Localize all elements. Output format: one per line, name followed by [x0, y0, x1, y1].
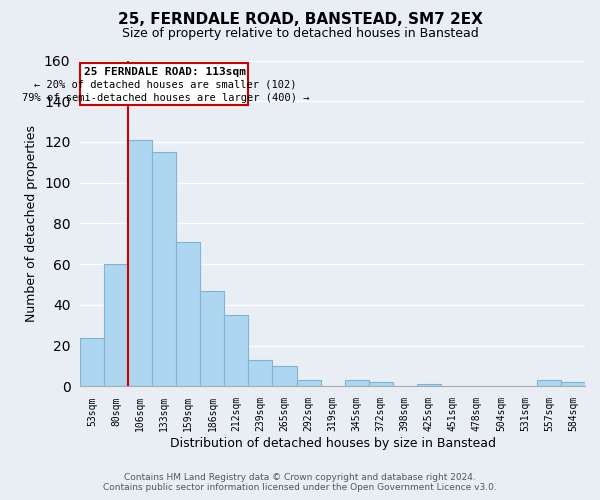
Bar	[537, 380, 561, 386]
Bar	[176, 242, 200, 386]
Bar	[417, 384, 441, 386]
Bar	[368, 382, 392, 386]
FancyBboxPatch shape	[80, 62, 248, 106]
Text: Size of property relative to detached houses in Banstead: Size of property relative to detached ho…	[122, 28, 478, 40]
Bar	[152, 152, 176, 386]
Text: Contains HM Land Registry data © Crown copyright and database right 2024.
Contai: Contains HM Land Registry data © Crown c…	[103, 473, 497, 492]
Bar	[344, 380, 368, 386]
Bar	[128, 140, 152, 386]
Text: 25 FERNDALE ROAD: 113sqm: 25 FERNDALE ROAD: 113sqm	[85, 66, 247, 76]
Bar	[272, 366, 296, 386]
Text: ← 20% of detached houses are smaller (102): ← 20% of detached houses are smaller (10…	[34, 80, 297, 90]
Bar	[80, 338, 104, 386]
Text: 25, FERNDALE ROAD, BANSTEAD, SM7 2EX: 25, FERNDALE ROAD, BANSTEAD, SM7 2EX	[118, 12, 482, 28]
Text: 79% of semi-detached houses are larger (400) →: 79% of semi-detached houses are larger (…	[22, 93, 309, 103]
Bar	[224, 315, 248, 386]
Bar	[248, 360, 272, 386]
Bar	[104, 264, 128, 386]
Y-axis label: Number of detached properties: Number of detached properties	[25, 125, 38, 322]
Bar	[200, 290, 224, 386]
X-axis label: Distribution of detached houses by size in Banstead: Distribution of detached houses by size …	[170, 437, 496, 450]
Bar	[561, 382, 585, 386]
Bar	[296, 380, 320, 386]
